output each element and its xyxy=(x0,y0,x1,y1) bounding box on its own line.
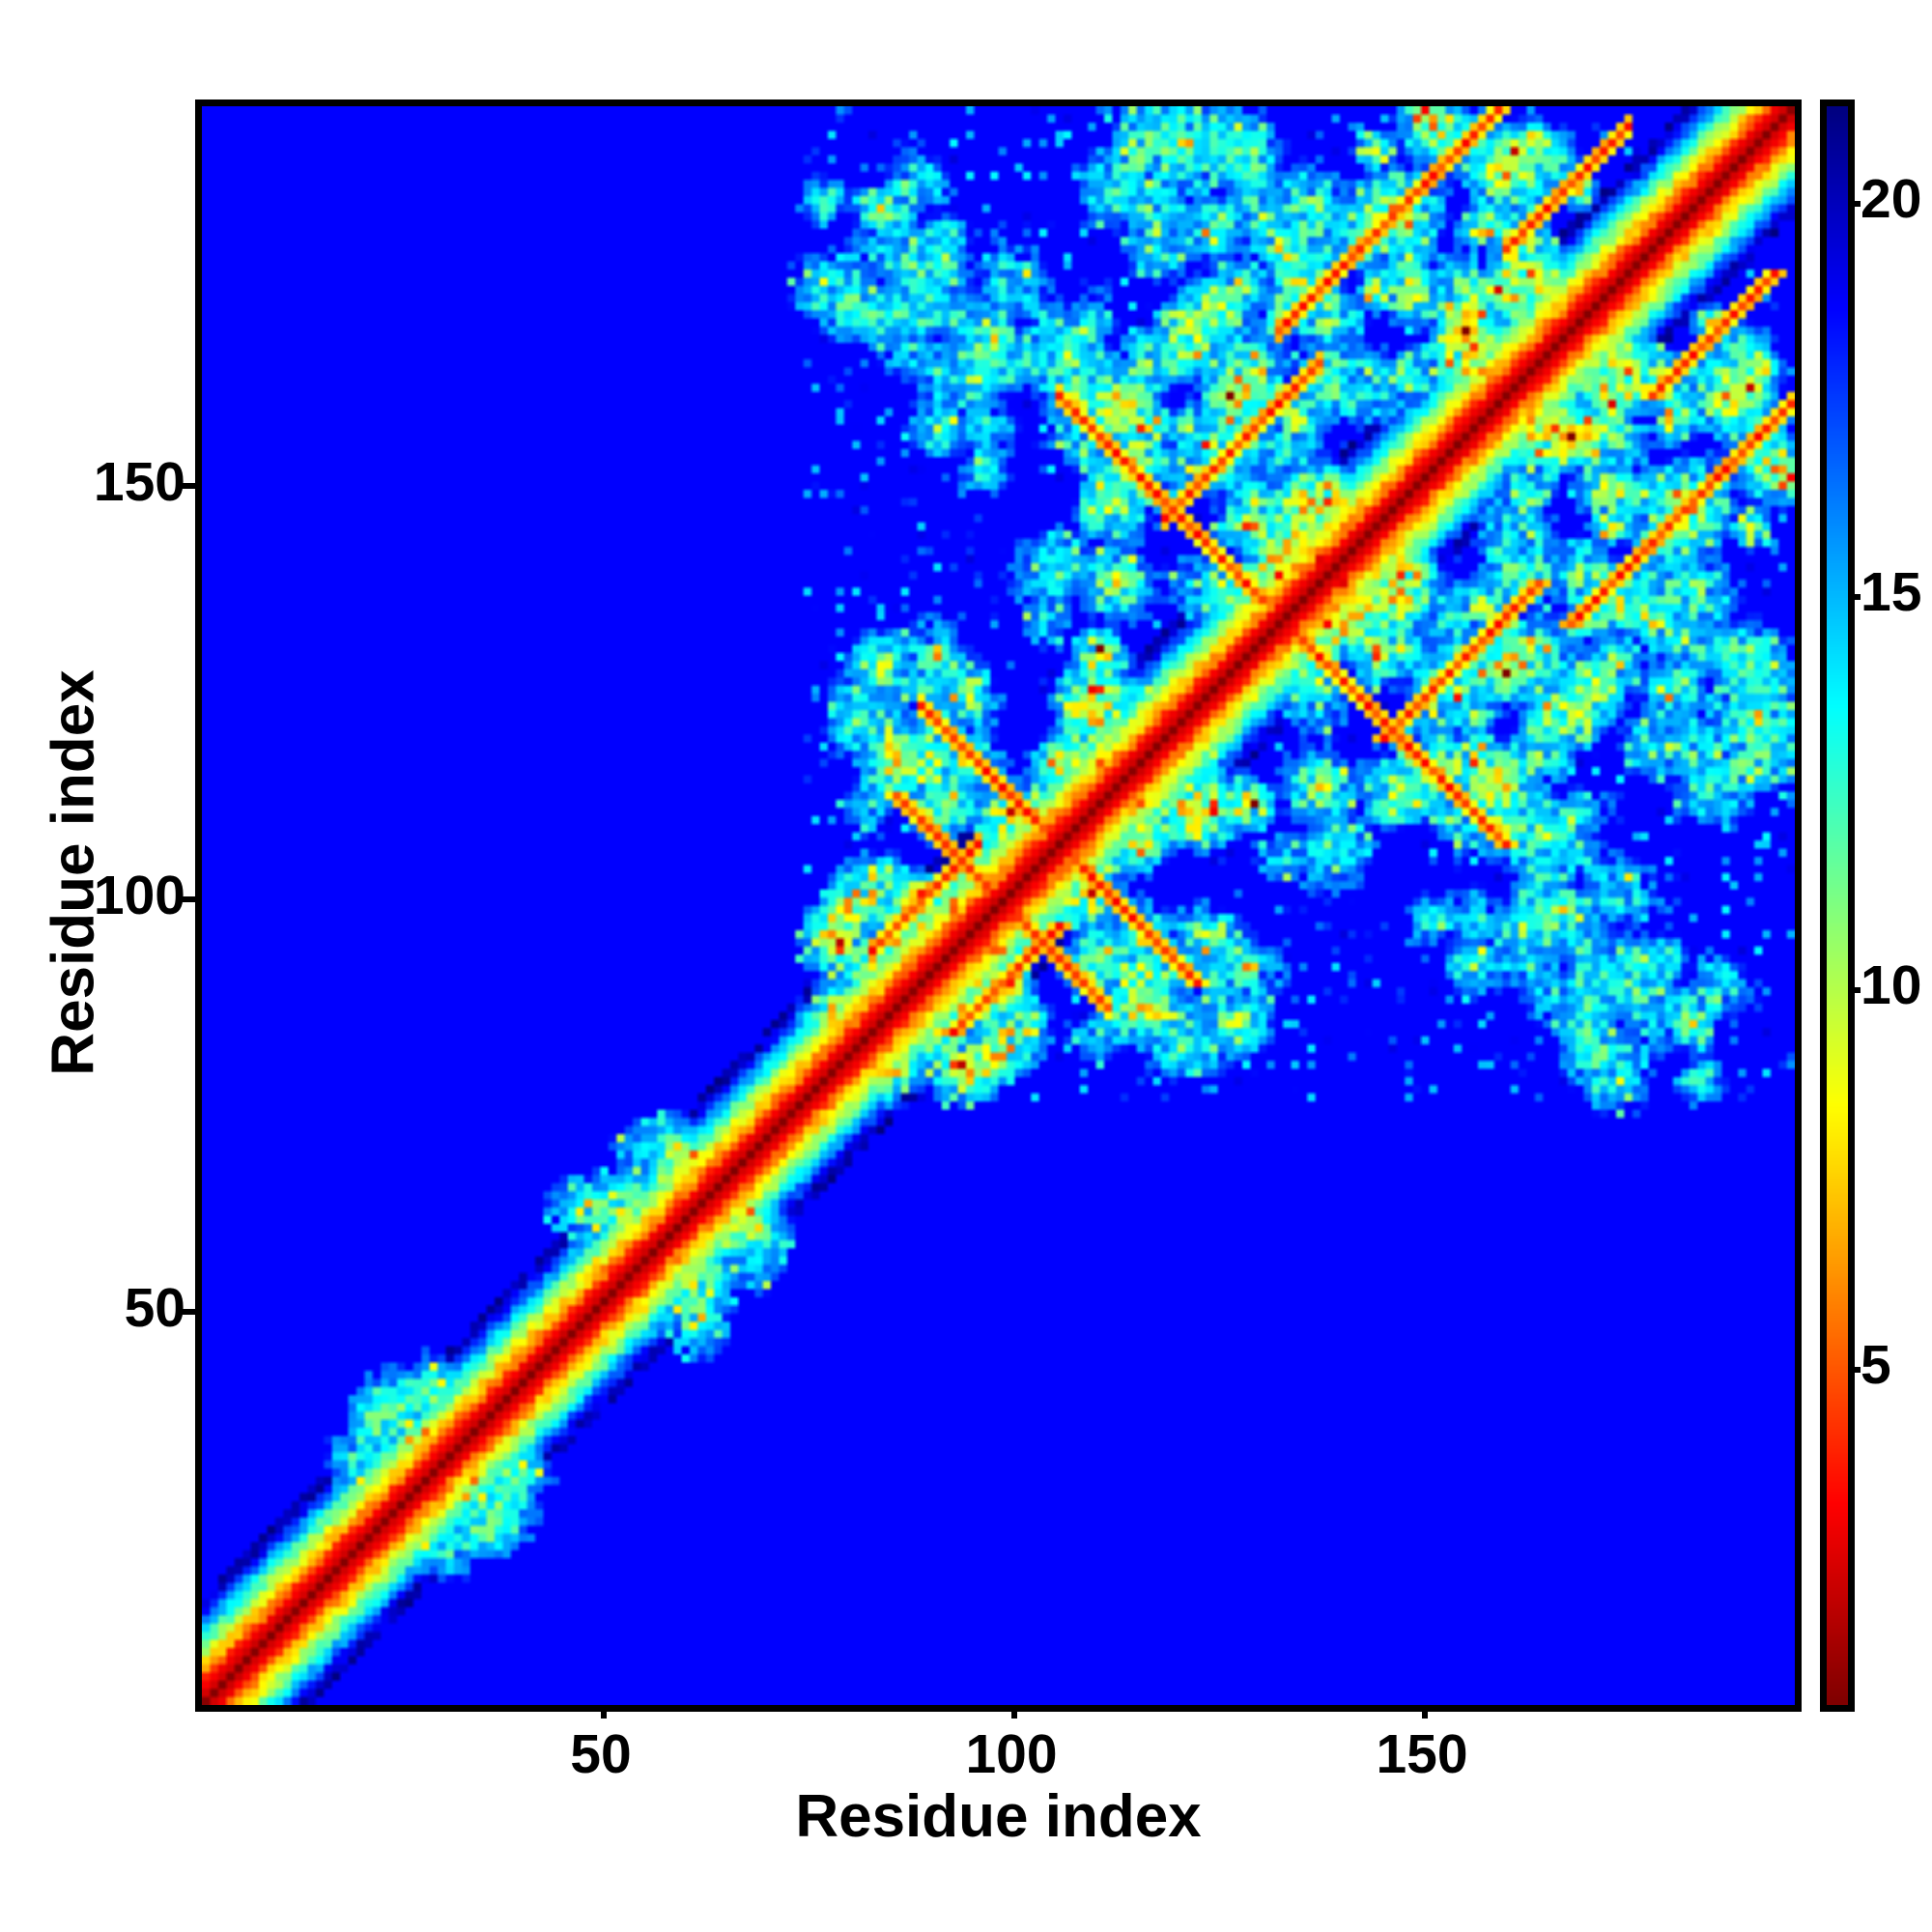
x-tick-label-150: 150 xyxy=(1376,1723,1468,1785)
colorbar-tick-mark-15 xyxy=(1848,594,1861,600)
y-tick-label-150: 150 xyxy=(93,451,185,513)
x-tick-mark-100 xyxy=(1011,1706,1017,1719)
x-tick-label-100: 100 xyxy=(965,1723,1058,1785)
contact-map-canvas xyxy=(202,106,1795,1705)
x-tick-mark-150 xyxy=(1422,1706,1428,1719)
x-tick-mark-50 xyxy=(601,1706,607,1719)
colorbar-tick-mark-5 xyxy=(1848,1367,1861,1373)
colorbar-tick-mark-10 xyxy=(1848,987,1861,993)
colorbar-tick-label-10: 10 xyxy=(1861,954,1922,1016)
y-tick-label-50: 50 xyxy=(124,1277,185,1339)
y-axis-title: Residue index xyxy=(40,669,107,1076)
colorbar-gradient-canvas xyxy=(1827,106,1848,1705)
y-tick-label-100: 100 xyxy=(93,865,185,926)
y-tick-mark-150 xyxy=(183,483,195,489)
x-tick-label-50: 50 xyxy=(570,1723,632,1785)
colorbar-tick-label-5: 5 xyxy=(1861,1334,1891,1396)
x-axis-title: Residue index xyxy=(795,1783,1202,1850)
colorbar-tick-label-20: 20 xyxy=(1861,168,1922,230)
y-tick-mark-100 xyxy=(183,896,195,902)
colorbar-tick-label-15: 15 xyxy=(1861,561,1922,623)
colorbar xyxy=(1820,99,1855,1712)
heatmap-plot-area xyxy=(195,99,1802,1712)
y-tick-mark-50 xyxy=(183,1309,195,1315)
colorbar-tick-mark-20 xyxy=(1848,201,1861,207)
